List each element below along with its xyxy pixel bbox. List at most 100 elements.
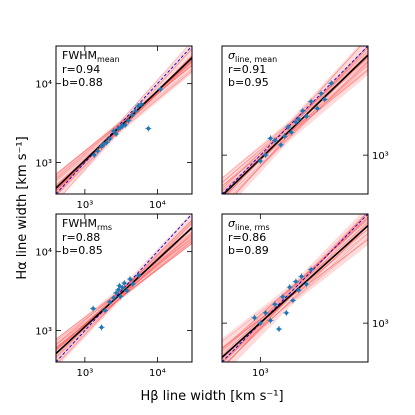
panel-frame bbox=[221, 45, 369, 195]
posterior-sample-line bbox=[232, 60, 368, 194]
x-tick-label: 10⁴ bbox=[149, 200, 166, 211]
data-point bbox=[123, 123, 128, 127]
data-point bbox=[146, 126, 151, 131]
y-tick-label: 10⁴ bbox=[35, 80, 52, 91]
y-tick-label: 10³ bbox=[372, 151, 389, 162]
data-point bbox=[319, 91, 323, 96]
posterior-sample-line bbox=[226, 225, 368, 362]
posterior-sample-line bbox=[56, 233, 192, 356]
data-point bbox=[114, 291, 118, 295]
one-to-one-line bbox=[56, 46, 192, 194]
posterior-sample-line bbox=[58, 221, 192, 362]
posterior-sample-line bbox=[222, 218, 368, 350]
data-point bbox=[291, 298, 295, 303]
posterior-sample-line bbox=[222, 68, 368, 187]
y-tick-label: 10⁴ bbox=[35, 248, 52, 259]
posterior-sample-line bbox=[222, 237, 368, 361]
data-point bbox=[91, 306, 95, 311]
posterior-sample-line bbox=[56, 243, 192, 346]
data-point bbox=[136, 104, 140, 108]
data-point bbox=[95, 149, 100, 153]
data-point bbox=[130, 113, 135, 117]
data-point bbox=[268, 136, 273, 141]
posterior-sample-line bbox=[223, 214, 367, 362]
data-point bbox=[252, 315, 257, 320]
data-point bbox=[131, 282, 135, 286]
data-point bbox=[273, 302, 277, 307]
panel-stat: r=0.86 bbox=[228, 231, 266, 244]
posterior-sample-line bbox=[235, 46, 368, 194]
panel-stat: r=0.91 bbox=[228, 63, 266, 76]
data-point bbox=[258, 321, 263, 325]
panel-frame bbox=[55, 213, 193, 363]
panel-stat: r=0.94 bbox=[62, 63, 100, 76]
data-point bbox=[289, 130, 294, 135]
panel-stat: b=0.85 bbox=[62, 244, 103, 257]
posterior-sample-line bbox=[222, 51, 368, 190]
posterior-sample-line bbox=[222, 218, 368, 353]
y-tick-label: 10³ bbox=[35, 159, 52, 170]
panel-stat: b=0.88 bbox=[62, 76, 103, 89]
best-fit-line bbox=[56, 57, 192, 189]
posterior-sample-line bbox=[222, 219, 368, 350]
plot-area bbox=[56, 214, 192, 362]
data-point bbox=[309, 267, 313, 272]
posterior-sample-line bbox=[56, 231, 192, 358]
panel-label: FWHMmean bbox=[62, 49, 120, 64]
data-point bbox=[111, 129, 116, 133]
panel-stat: b=0.89 bbox=[228, 244, 269, 257]
data-point bbox=[296, 288, 301, 292]
data-point bbox=[304, 282, 309, 287]
panel-frame bbox=[221, 213, 369, 363]
panel-frame bbox=[55, 45, 193, 195]
posterior-sample-line bbox=[222, 69, 368, 192]
posterior-sample-line bbox=[222, 222, 368, 355]
data-point bbox=[299, 274, 304, 279]
posterior-sample-line bbox=[56, 62, 192, 176]
data-point bbox=[103, 308, 107, 313]
posterior-sample-line bbox=[56, 228, 192, 361]
data-point bbox=[107, 300, 112, 304]
posterior-sample-line bbox=[235, 47, 368, 194]
posterior-sample-line bbox=[222, 239, 368, 348]
posterior-sample-line bbox=[56, 243, 192, 348]
data-point bbox=[111, 296, 116, 300]
x-tick-label: 10³ bbox=[76, 368, 93, 379]
data-point bbox=[136, 273, 141, 278]
data-point bbox=[268, 318, 273, 323]
data-point bbox=[107, 137, 112, 141]
data-point bbox=[258, 159, 263, 163]
posterior-sample-line bbox=[56, 240, 192, 345]
posterior-sample-line bbox=[56, 220, 192, 358]
x-tick-label: 10⁴ bbox=[149, 368, 166, 379]
y-axis-label: Hα line width [km s⁻¹] bbox=[15, 136, 30, 279]
posterior-sample-line bbox=[226, 226, 368, 362]
posterior-sample-line bbox=[222, 214, 366, 359]
x-axis-label: Hβ line width [km s⁻¹] bbox=[140, 389, 283, 404]
plot-area bbox=[222, 46, 368, 194]
data-point bbox=[282, 134, 287, 139]
posterior-sample-line bbox=[224, 46, 362, 194]
posterior-sample-line bbox=[56, 242, 192, 348]
posterior-sample-line bbox=[56, 64, 192, 178]
data-point bbox=[263, 311, 268, 315]
posterior-sample-line bbox=[56, 46, 189, 194]
x-tick-label: 10³ bbox=[252, 368, 269, 379]
data-point bbox=[294, 279, 298, 284]
posterior-sample-line bbox=[222, 239, 368, 349]
data-point bbox=[309, 99, 313, 104]
panel-label: σline, rms bbox=[228, 217, 270, 232]
posterior-sample-line bbox=[56, 237, 192, 348]
posterior-sample-line bbox=[222, 70, 368, 187]
posterior-sample-line bbox=[222, 54, 368, 184]
data-point bbox=[125, 288, 129, 293]
panel-label: σline, mean bbox=[228, 49, 277, 64]
data-point bbox=[279, 143, 283, 147]
best-fit-line bbox=[222, 54, 368, 194]
data-point bbox=[287, 285, 292, 289]
x-tick-label: 10³ bbox=[76, 200, 93, 211]
